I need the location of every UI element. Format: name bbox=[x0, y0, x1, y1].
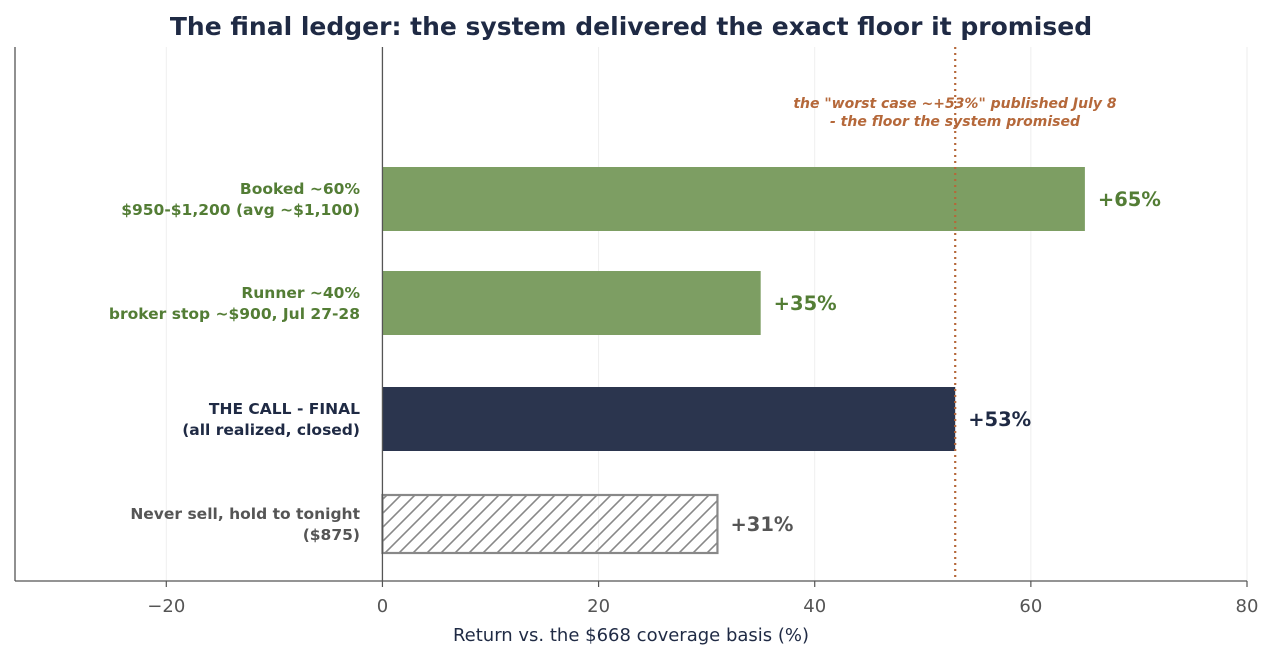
value-label: +35% bbox=[774, 292, 837, 315]
bar-group: THE CALL - FINAL (all realized, closed) +5… bbox=[182, 387, 1031, 451]
x-ticks: −20 0 20 40 60 80 bbox=[147, 581, 1258, 617]
x-axis-label: Return vs. the $668 coverage basis (%) bbox=[453, 625, 809, 646]
category-label-line: THE CALL - FINAL bbox=[209, 400, 360, 418]
bar bbox=[381, 493, 719, 555]
value-label: +31% bbox=[730, 513, 793, 536]
bar bbox=[382, 271, 761, 335]
category-label: Never sell, hold to tonight ($875) bbox=[130, 505, 360, 544]
x-tick-label: −20 bbox=[147, 596, 185, 617]
value-label: +65% bbox=[1098, 188, 1161, 211]
bar-group: Booked ~60% $950-$1,200 (avg ~$1,100) +65% bbox=[121, 167, 1161, 231]
category-label-line: broker stop ~$900, Jul 27-28 bbox=[109, 305, 360, 323]
category-label: Booked ~60% $950-$1,200 (avg ~$1,100) bbox=[121, 180, 360, 219]
bars: Booked ~60% $950-$1,200 (avg ~$1,100) +65%… bbox=[109, 167, 1161, 555]
reference-annotation-line: - the floor the system promised bbox=[830, 114, 1081, 130]
category-label-line: (all realized, closed) bbox=[182, 421, 360, 439]
category-label-line: Never sell, hold to tonight bbox=[130, 505, 360, 523]
chart-title: The final ledger: the system delivered t… bbox=[170, 12, 1092, 41]
x-tick-label: 40 bbox=[803, 596, 826, 617]
reference-line-group: the "worst case ~+53%" published July 8 -… bbox=[793, 47, 1117, 581]
category-label: Runner ~40% broker stop ~$900, Jul 27-28 bbox=[109, 284, 361, 323]
x-tick-label: 60 bbox=[1019, 596, 1042, 617]
axes bbox=[14, 47, 1247, 582]
category-label-line: Runner ~40% bbox=[241, 284, 360, 302]
reference-annotation: the "worst case ~+53%" published July 8 -… bbox=[793, 96, 1117, 130]
x-tick-label: 20 bbox=[587, 596, 610, 617]
category-label-line: ($875) bbox=[303, 526, 360, 544]
category-label: THE CALL - FINAL (all realized, closed) bbox=[182, 400, 360, 439]
bar bbox=[382, 167, 1085, 231]
category-label-line: $950-$1,200 (avg ~$1,100) bbox=[121, 201, 360, 219]
bar-group: Runner ~40% broker stop ~$900, Jul 27-28 +… bbox=[109, 271, 837, 335]
bar bbox=[382, 387, 956, 451]
x-tick-label: 0 bbox=[377, 596, 388, 617]
value-label: +53% bbox=[968, 408, 1031, 431]
category-label-line: Booked ~60% bbox=[240, 180, 361, 198]
bar-group: Never sell, hold to tonight ($875) +31% bbox=[130, 493, 793, 555]
x-tick-label: 80 bbox=[1236, 596, 1259, 617]
reference-annotation-line: the "worst case ~+53%" published July 8 bbox=[793, 96, 1117, 112]
